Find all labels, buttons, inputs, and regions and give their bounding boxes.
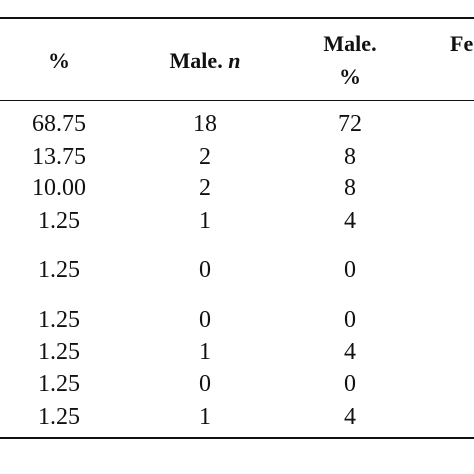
cell-male-percent: 0 — [344, 257, 356, 283]
cell-percent: 1.25 — [38, 371, 80, 397]
cell-male-n: 2 — [199, 175, 211, 201]
cell-male-n: 1 — [199, 208, 211, 234]
cell-percent: 1.25 — [38, 257, 80, 283]
cell-male-n: 0 — [199, 371, 211, 397]
cell-male-n: 2 — [199, 144, 211, 170]
cell-male-n: 0 — [199, 257, 211, 283]
cell-percent: 13.75 — [32, 144, 86, 170]
cell-percent: 68.75 — [32, 111, 86, 137]
table-header-rule — [0, 100, 474, 101]
cell-male-n: 1 — [199, 339, 211, 365]
header-male-n: Male. n — [130, 50, 280, 72]
cell-male-percent: 0 — [344, 371, 356, 397]
table-top-rule — [0, 17, 474, 19]
cell-percent: 1.25 — [38, 208, 80, 234]
cell-male-percent: 72 — [338, 111, 362, 137]
cell-percent: 1.25 — [38, 339, 80, 365]
header-male-n-label: Male. — [169, 48, 223, 73]
cell-male-n: 18 — [193, 111, 217, 137]
header-male-percent-line2: % — [339, 64, 361, 89]
header-female-truncated: Fe — [450, 31, 474, 56]
header-male-percent-line1: Male. — [323, 31, 377, 56]
cell-male-percent: 4 — [344, 208, 356, 234]
cell-percent: 1.25 — [38, 307, 80, 333]
cell-male-percent: 8 — [344, 144, 356, 170]
cell-male-percent: 0 — [344, 307, 356, 333]
cell-percent: 1.25 — [38, 404, 80, 430]
header-percent: % — [48, 48, 70, 73]
cell-male-percent: 4 — [344, 404, 356, 430]
table-bottom-rule — [0, 437, 474, 439]
cell-male-percent: 4 — [344, 339, 356, 365]
cell-male-n: 1 — [199, 404, 211, 430]
cell-male-percent: 8 — [344, 175, 356, 201]
header-male-n-italic: n — [228, 48, 241, 73]
cell-percent: 10.00 — [32, 175, 86, 201]
cell-male-n: 0 — [199, 307, 211, 333]
